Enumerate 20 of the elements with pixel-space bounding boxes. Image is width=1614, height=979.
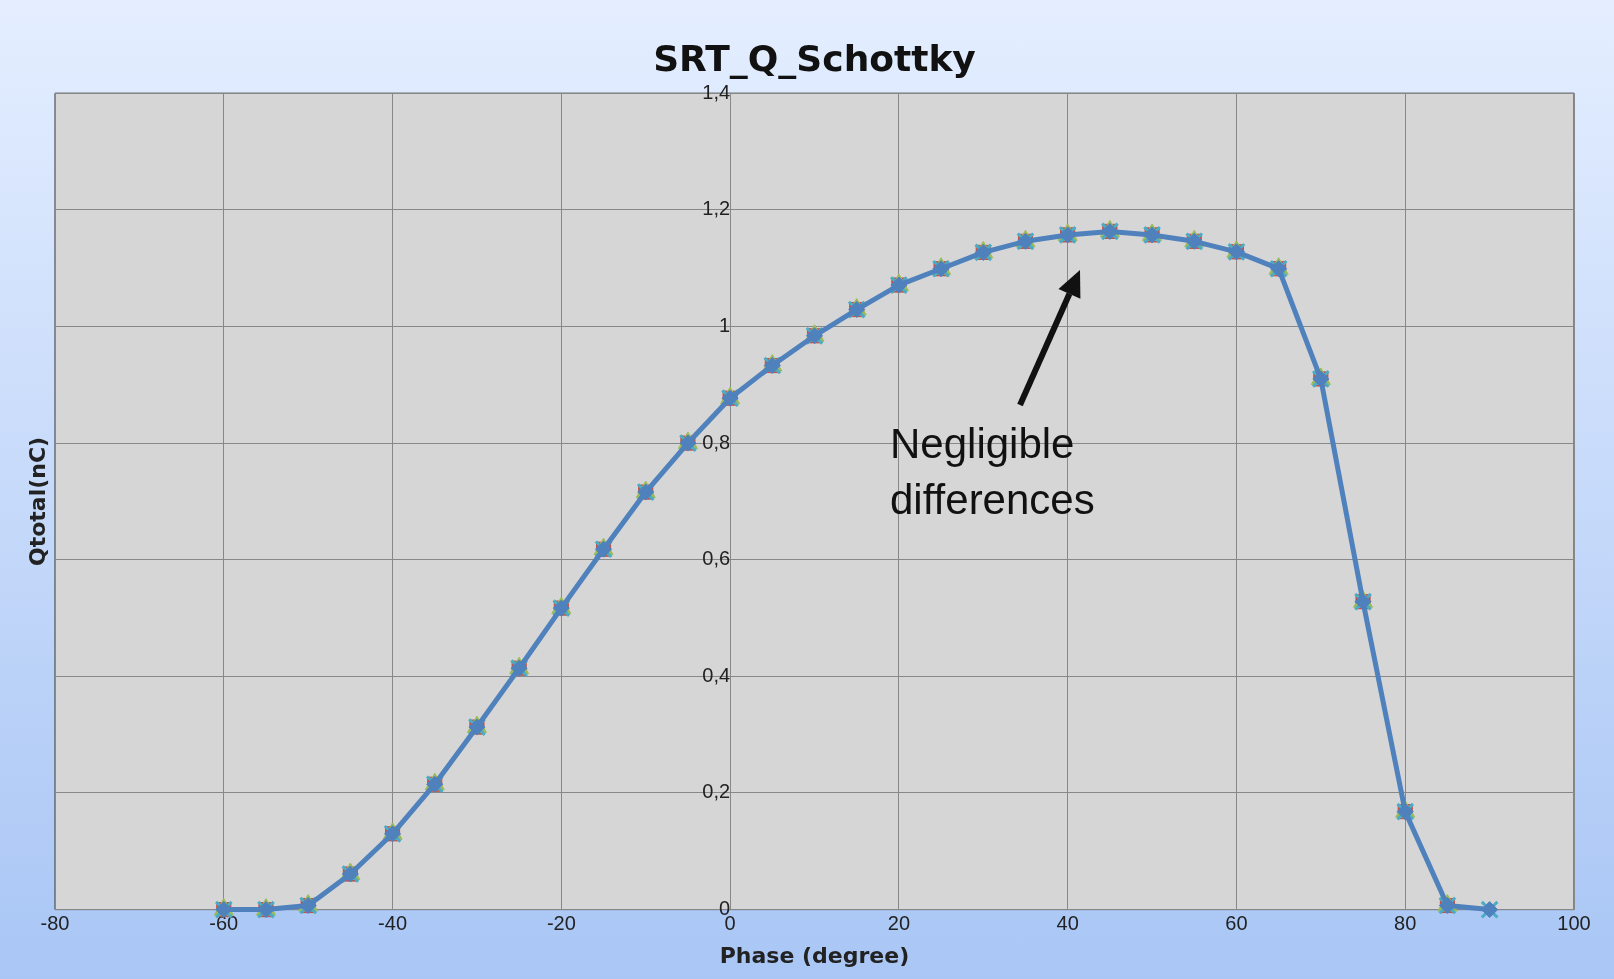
x-tick-label: -60 bbox=[209, 912, 239, 935]
chart-title: SRT_Q_Schottky bbox=[653, 37, 976, 79]
y-tick-label: 0,4 bbox=[702, 663, 731, 686]
y-tick-label: 0,6 bbox=[702, 547, 731, 570]
x-tick-label: 80 bbox=[1394, 912, 1417, 935]
y-tick-label: 0,2 bbox=[702, 780, 731, 803]
x-axis-title: Phase (degree) bbox=[719, 942, 910, 968]
x-tick-label: 40 bbox=[1056, 912, 1079, 935]
x-tick-label: 100 bbox=[1557, 912, 1591, 935]
y-tick-label: 1,2 bbox=[702, 197, 731, 220]
x-tick-label: 20 bbox=[887, 912, 911, 935]
x-tick-label: -40 bbox=[378, 912, 408, 935]
y-tick-label: 0,8 bbox=[702, 430, 731, 453]
x-tick-label: -80 bbox=[40, 912, 70, 935]
y-tick-label: 1,4 bbox=[702, 80, 731, 103]
x-tick-label: -20 bbox=[546, 912, 576, 935]
y-axis-title: Qtotal(nC) bbox=[25, 436, 50, 566]
annotation: Negligible differences bbox=[890, 419, 1095, 523]
x-tick-label: 60 bbox=[1225, 912, 1248, 935]
y-tick-label: 1 bbox=[718, 313, 731, 336]
